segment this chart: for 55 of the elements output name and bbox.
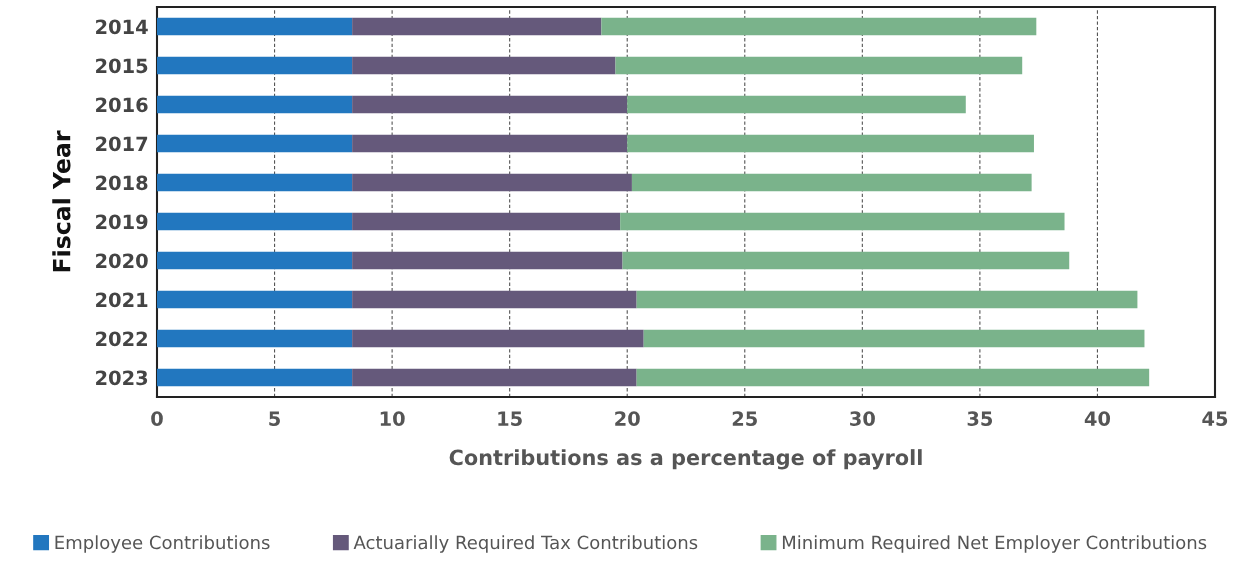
x-axis-title: Contributions as a percentage of payroll xyxy=(449,449,922,470)
legend-label: Employee Contributions xyxy=(55,535,270,553)
bar xyxy=(157,134,353,153)
y-tick-label: 2020 xyxy=(96,253,148,269)
bar xyxy=(157,95,353,114)
y-axis-title: Fiscal Year xyxy=(52,130,71,272)
bar xyxy=(643,329,1145,348)
bar xyxy=(157,173,353,192)
y-tick-label: 2017 xyxy=(96,136,148,152)
bar xyxy=(352,56,616,75)
y-tick-label: 2018 xyxy=(96,175,148,191)
bar xyxy=(157,329,353,348)
x-tick-label: 20 xyxy=(615,411,640,426)
bar xyxy=(157,17,353,36)
bar xyxy=(157,290,353,309)
x-tick-label: 15 xyxy=(498,411,522,426)
bar xyxy=(352,290,637,309)
bar xyxy=(636,290,1138,309)
bar xyxy=(352,251,623,270)
bar xyxy=(615,56,1023,75)
y-tick-label: 2023 xyxy=(96,370,148,386)
bar xyxy=(601,17,1037,36)
x-tick-label: 10 xyxy=(380,411,405,426)
bar xyxy=(157,251,353,270)
y-tick-label: 2021 xyxy=(96,292,148,308)
y-tick-label: 2014 xyxy=(96,19,148,35)
bar xyxy=(352,329,644,348)
y-tick-label: 2016 xyxy=(96,97,148,113)
bar xyxy=(352,95,628,114)
bar xyxy=(352,212,621,231)
bar xyxy=(352,134,628,153)
bar xyxy=(622,251,1070,270)
x-tick-label: 5 xyxy=(269,411,280,426)
bar xyxy=(157,212,353,231)
bar xyxy=(636,368,1150,387)
bar xyxy=(631,173,1032,192)
x-tick-label: 45 xyxy=(1202,411,1228,426)
x-tick-label: 0 xyxy=(151,411,163,426)
bar xyxy=(157,368,353,387)
bar xyxy=(352,17,602,36)
bar xyxy=(157,56,353,75)
y-tick-label: 2022 xyxy=(96,331,147,347)
legend-label: Actuarially Required Tax Contributions xyxy=(353,535,698,553)
bar xyxy=(352,368,637,387)
bar xyxy=(352,173,632,192)
bar xyxy=(627,95,966,114)
x-tick-label: 25 xyxy=(732,411,757,426)
y-tick-label: 2015 xyxy=(96,58,148,74)
x-tick-label: 35 xyxy=(967,411,993,426)
bar xyxy=(627,134,1034,153)
x-tick-label: 30 xyxy=(850,411,875,426)
legend-label: Minimum Required Net Employer Contributions xyxy=(782,535,1207,553)
bar xyxy=(620,212,1065,231)
y-tick-label: 2019 xyxy=(96,214,148,230)
x-tick-label: 40 xyxy=(1084,411,1111,426)
